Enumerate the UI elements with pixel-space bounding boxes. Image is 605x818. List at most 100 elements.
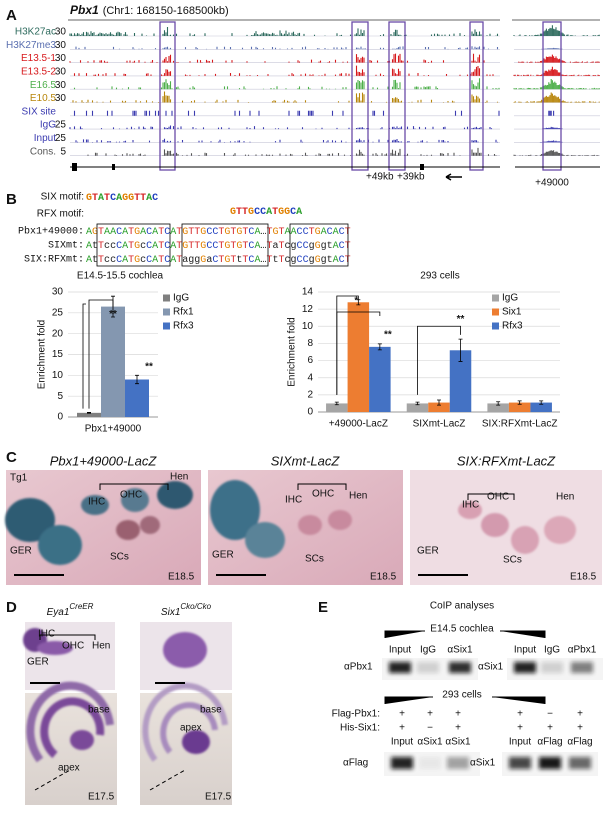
bar [487,403,509,412]
track-signal [75,138,563,143]
y-tick-label: 14 [302,287,314,298]
bar [428,402,450,412]
histology-images [5,470,602,585]
lane-label: αFlag [537,737,562,748]
legend-swatch [163,308,170,316]
error-bar [458,338,463,362]
image-title: Six1Cko/Cko [161,602,212,618]
image-label: apex [58,763,80,774]
legend-label: Six1 [502,307,522,318]
band [569,757,591,769]
track-signal [87,147,599,156]
lane-label: αPbx1 [568,645,597,656]
image-label: GER [417,546,439,557]
track-scale: 30 [55,53,67,64]
significance-bracket [82,303,86,409]
track-signal [72,91,600,103]
gene-name: Six1 [161,607,180,618]
row-label: Flag-Pbx1: [332,709,380,720]
track-name: H3K27ac [15,27,56,38]
error-bar [539,400,544,405]
y-tick-label: 25 [52,307,64,318]
image-label: OHC [487,492,509,503]
y-tick-label: 30 [52,287,64,298]
sample-label: 293 cells [442,690,481,701]
band [389,662,411,673]
treatment-sign: − [427,723,433,734]
position-label: +49000 [535,178,569,189]
track-signal [73,78,600,90]
band [449,662,471,673]
image-label: GER [27,657,49,668]
error-bar [496,401,501,406]
image-label: GER [212,550,234,561]
bar [326,403,348,412]
significance: * [354,296,358,307]
significance-bracket [336,311,381,395]
image-label: OHC [120,490,142,501]
x-tick-label: Pbx1+49000 [85,424,142,435]
lane-label: Input [509,737,531,748]
position-label: +49kb [366,172,394,183]
antibody-label: αSix1 [478,662,504,673]
image-title: Pbx1+49000-LacZ [50,453,158,468]
image-label: OHC [62,641,84,652]
band [447,757,469,769]
sequence: AtTccCATGcCATCATaggGaCTGTtTCA…TtTcgCCgGg… [86,255,351,266]
image-title: Eya1CreER [47,602,94,618]
image-title: SIX:RFXmt-LacZ [457,453,556,468]
sequence: AGTAACATGACATCATGTTGCCTGTGTCA…TGTAACCTGA… [86,227,351,238]
significance: ** [109,309,117,320]
track-name: E16.5 [30,80,57,91]
bar [530,402,552,412]
lane-label: αSix1 [447,645,473,656]
treatment-sign: + [577,709,583,720]
treatment-sign: + [577,723,583,734]
significance-bracket [417,325,461,395]
y-tick-label: 15 [52,349,64,360]
image-label: Tg1 [10,473,28,484]
image-label: E18.5 [168,572,195,583]
significance: ** [384,329,392,340]
legend-swatch [163,294,170,302]
treatment-sign: + [517,723,523,734]
motif-logo: GTATCAGGTTAC [86,193,158,204]
track-scale: 30 [55,40,67,51]
error-bar [135,374,139,385]
track-signal [73,65,600,76]
motif-logo: GTTGCCATGGCA [230,207,302,218]
image-label: SCs [503,555,522,566]
in-situ-images [23,622,232,805]
x-tick-label: SIXmt-LacZ [413,419,466,430]
track-name: E13.5-1 [21,53,56,64]
x-tick-label: +49000-LacZ [329,419,388,430]
lane-label: αFlag [567,737,592,748]
antibody-label: αPbx1 [344,662,373,673]
image-label: Hen [556,492,574,503]
image-label: E17.5 [205,792,232,803]
band [539,757,561,769]
error-bar [377,343,382,351]
bar [125,379,149,417]
y-tick-label: 2 [307,389,313,400]
sequence-name: SIX:RFXmt: [24,255,84,266]
position-label: +39kb [397,172,425,183]
chart-title: E14.5-15.5 cochlea [77,271,164,282]
image-label: IHC [38,629,55,640]
row-label: His-Six1: [340,723,380,734]
legend-label: Rfx3 [173,321,194,332]
motif-label: RFX motif: [37,209,84,220]
track-name: SIX site [22,106,57,117]
image-label: SCs [110,552,129,563]
y-tick-label: 4 [307,372,313,383]
track-signal [69,25,600,36]
significance: ** [145,362,153,373]
track-name: E13.5-2 [21,67,56,78]
treatment-sign: + [399,723,405,734]
image-label: IHC [88,497,105,508]
sequence-name: Pbx1+49000: [18,226,84,238]
error-bar [517,400,522,405]
image-labels: IHC OHC Hen GER base apex E17.5 base apex E17.5 [27,629,232,803]
